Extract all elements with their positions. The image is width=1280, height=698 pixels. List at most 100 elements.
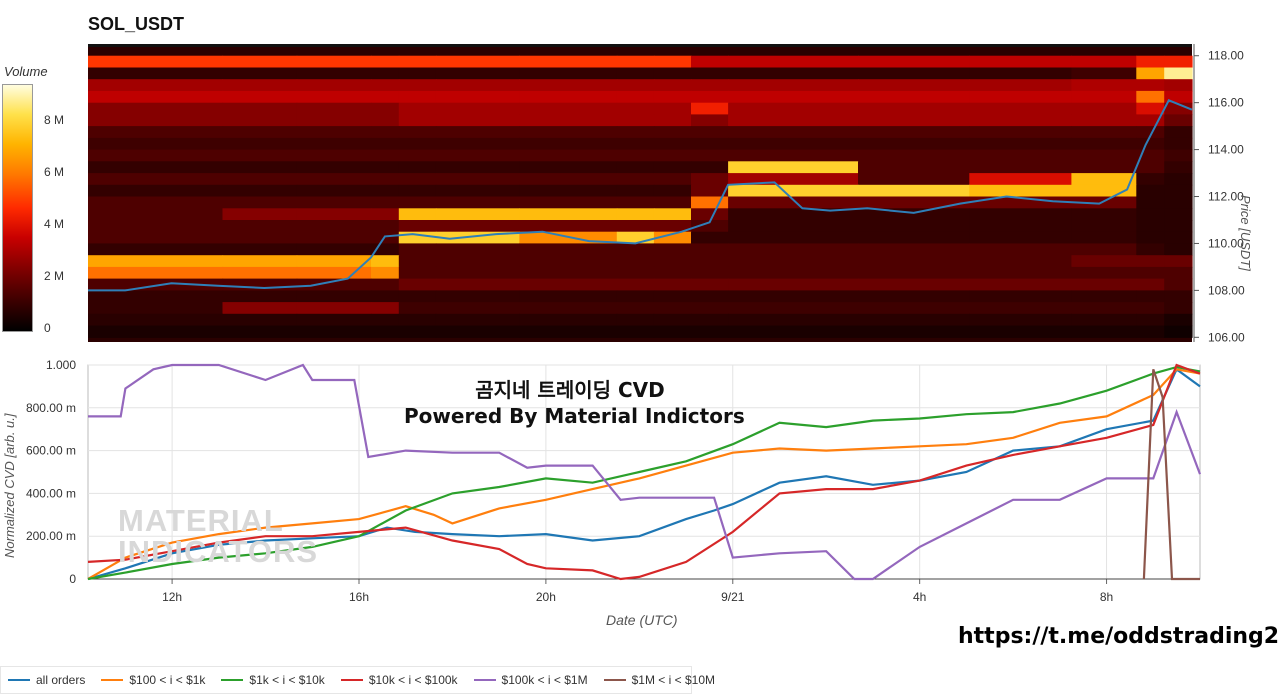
heatmap-cell — [1071, 231, 1137, 244]
heatmap-cell — [1164, 196, 1193, 209]
heatmap-cell — [1136, 278, 1165, 291]
legend-label: $1M < i < $10M — [631, 673, 715, 687]
heatmap-cell — [691, 173, 729, 186]
price-tick-label: 106.00 — [1208, 330, 1245, 344]
heatmap-cell — [398, 243, 437, 256]
heatmap-cell — [616, 220, 655, 233]
heatmap-cell — [691, 231, 729, 244]
heatmap-cell — [371, 266, 400, 280]
heatmap-cell — [969, 102, 1072, 115]
price-volume-heatmap[interactable]: 118.00 116.00 114.00 112.00 110.00 108.00 106.… — [88, 44, 1258, 344]
heatmap-cell — [88, 243, 224, 256]
heatmap-cell — [616, 266, 655, 280]
heatmap-cell — [398, 55, 437, 68]
heatmap-cell — [969, 325, 1072, 338]
heatmap-cell — [296, 67, 372, 80]
heatmap-cell — [1164, 243, 1193, 256]
heatmap-cell — [222, 196, 298, 209]
cvd-line-chart[interactable]: 1.000 800.00 m 600.00 m 400.00 m 200.00 m 0 12… — [0, 355, 1210, 610]
legend-item[interactable]: $1k < i < $10k — [221, 673, 325, 687]
overlay-subtitle: Powered By Material Indictors — [404, 404, 745, 428]
heatmap-cell — [1071, 114, 1137, 127]
heatmap-cell — [398, 196, 437, 209]
legend-item[interactable]: $1M < i < $10M — [603, 673, 715, 687]
heatmap-cell — [88, 55, 224, 68]
legend-item[interactable]: all orders — [8, 673, 85, 687]
colorbar-tick: 0 — [44, 321, 51, 335]
heatmap-cell — [296, 184, 372, 198]
heatmap-cell — [519, 67, 618, 80]
heatmap-cell — [1164, 278, 1193, 291]
heatmap-cell — [616, 79, 655, 92]
colorbar-tick: 6 M — [44, 165, 65, 179]
heatmap-cell — [296, 90, 372, 104]
heatmap-cell — [1136, 90, 1165, 104]
heatmap-cell — [728, 325, 859, 338]
heatmap-cell — [1136, 325, 1165, 338]
heatmap-cell — [858, 278, 970, 291]
heatmap-cell — [88, 79, 224, 92]
heatmap-cell — [296, 161, 372, 174]
heatmap-cell — [222, 67, 298, 80]
heatmap-cell — [1164, 313, 1193, 327]
heatmap-cell — [371, 255, 400, 268]
heatmap-cell — [1071, 161, 1137, 174]
heatmap-cell — [616, 90, 655, 104]
footer-link[interactable]: https://t.me/oddstrading2 — [958, 624, 1280, 649]
heatmap-cell — [296, 79, 372, 92]
heatmap-cell — [691, 90, 729, 104]
volume-colorbar — [2, 84, 33, 332]
heatmap-cell — [616, 208, 655, 221]
heatmap-cell — [1071, 255, 1137, 268]
heatmap-cell — [398, 90, 437, 104]
heatmap-cell — [222, 208, 298, 221]
heatmap-cell — [858, 114, 970, 127]
overlay-title-text: 곰지네 트레이딩 CVD — [475, 378, 665, 402]
heatmap-cell — [398, 137, 437, 151]
heatmap-cell — [222, 325, 298, 338]
heatmap-cell — [296, 208, 372, 221]
heatmap-cell — [728, 313, 859, 327]
heatmap-cell — [858, 184, 970, 198]
legend-item[interactable]: $100k < i < $1M — [473, 673, 588, 687]
heatmap-cell — [1071, 102, 1137, 115]
legend-swatch — [221, 679, 244, 681]
heatmap-cell — [398, 302, 437, 315]
heatmap-cell — [969, 313, 1072, 327]
heatmap-cell — [371, 90, 400, 104]
heatmap-cell — [296, 290, 372, 303]
cvd-series-line — [87, 363, 1201, 581]
heatmap-cell — [1164, 325, 1193, 338]
heatmap-cell — [222, 102, 298, 115]
heatmap-cell — [371, 231, 400, 244]
heatmap-cell — [728, 161, 859, 174]
legend-item[interactable]: $100 < i < $1k — [101, 673, 205, 687]
heatmap-cell — [691, 196, 729, 209]
heatmap-cell — [653, 255, 692, 268]
heatmap-cell — [858, 255, 970, 268]
heatmap-cell — [728, 114, 859, 127]
heatmap-cell — [398, 184, 437, 198]
heatmap-cell — [398, 67, 437, 80]
heatmap-cell — [435, 220, 520, 233]
heatmap-cell — [371, 67, 400, 80]
x-tick-label: 20h — [536, 590, 556, 604]
heatmap-cell — [88, 173, 224, 186]
legend-swatch — [101, 679, 124, 681]
heatmap-cell — [691, 149, 729, 162]
heatmap-cell — [691, 79, 729, 92]
heatmap-cell — [691, 114, 729, 127]
heatmap-cell — [519, 102, 618, 115]
heatmap-cell — [691, 290, 729, 303]
legend-swatch — [473, 679, 496, 681]
price-tick-label: 116.00 — [1208, 96, 1244, 110]
heatmap-cell — [88, 266, 224, 280]
heatmap-cell — [222, 184, 298, 198]
heatmap-cell — [653, 137, 692, 151]
heatmap-cell — [435, 278, 520, 291]
heatmap-cell — [691, 278, 729, 291]
heatmap-cell — [435, 266, 520, 280]
heatmap-cell — [222, 114, 298, 127]
legend-item[interactable]: $10k < i < $100k — [340, 673, 458, 687]
heatmap-cell — [519, 313, 618, 327]
